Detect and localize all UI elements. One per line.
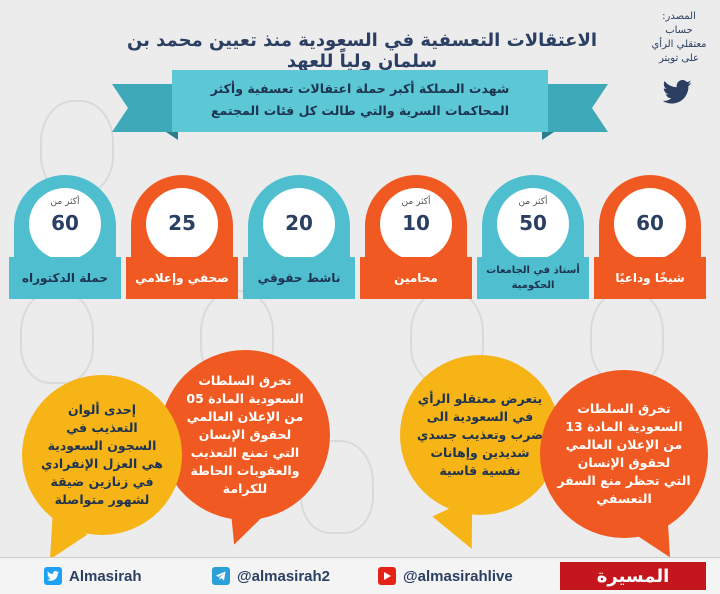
category-count: 60: [51, 211, 79, 235]
twitter-link[interactable]: Almasirah: [44, 567, 142, 585]
category-label: محامين: [360, 257, 472, 299]
category-journalists: 25 صحفي وإعلامي: [126, 175, 238, 299]
almasirah-logo: المسيرة: [560, 562, 706, 590]
category-activists: 20 ناشط حقوقي: [243, 175, 355, 299]
category-count: 50: [519, 211, 547, 235]
ribbon-text: شهدت المملكة أكبر حملة اعتقالات تعسفية و…: [210, 81, 510, 118]
footer-bar: Almasirah @almasirah2 @almasirahlive الم…: [0, 557, 720, 594]
category-label: صحفي وإعلامي: [126, 257, 238, 299]
category-count: 25: [168, 211, 196, 235]
category-count: 10: [402, 211, 430, 235]
category-clerics: 60 شيخًا وداعيًا: [594, 175, 706, 299]
category-label: حملة الدكتوراه: [9, 257, 121, 299]
bubble-abuse: يتعرض معتقلو الرأي في السعودية الى ضرب وتع…: [400, 355, 560, 515]
category-label: ناشط حقوقي: [243, 257, 355, 299]
category-label: أستاذ في الجامعات الحكومية: [477, 257, 589, 299]
category-count: 60: [636, 211, 664, 235]
category-lawyers: أكثر من 10 محامين: [360, 175, 472, 299]
background-face-illustration: [20, 290, 94, 384]
telegram-icon: [212, 567, 230, 585]
youtube-link[interactable]: @almasirahlive: [378, 567, 513, 585]
bubble-travel-ban: تخرق السلطات السعودية المادة 13 من الإعلان…: [540, 370, 708, 538]
twitter-bird-icon: [662, 80, 692, 104]
telegram-link[interactable]: @almasirah2: [212, 567, 330, 585]
category-count: 20: [285, 211, 313, 235]
bubble-torture-article: تخرق السلطات السعودية المادة 05 من الإعلان…: [160, 350, 330, 520]
category-phd-holders: أكثر من 60 حملة الدكتوراه: [9, 175, 121, 299]
category-label: شيخًا وداعيًا: [594, 257, 706, 299]
category-professors: أكثر من 50 أستاذ في الجامعات الحكومية: [477, 175, 589, 299]
source-credit: المصدر: حساب معتقلي الرأي على تويتر: [651, 11, 707, 64]
page-title: الاعتقالات التعسفية في السعودية منذ تعيي…: [126, 30, 598, 72]
twitter-icon: [44, 567, 62, 585]
bubble-solitary-confinement: إحدى ألوان التعذيب في السجون السعودية هي ال…: [22, 375, 182, 535]
youtube-play-icon: [378, 567, 396, 585]
ribbon-banner: [112, 70, 608, 140]
